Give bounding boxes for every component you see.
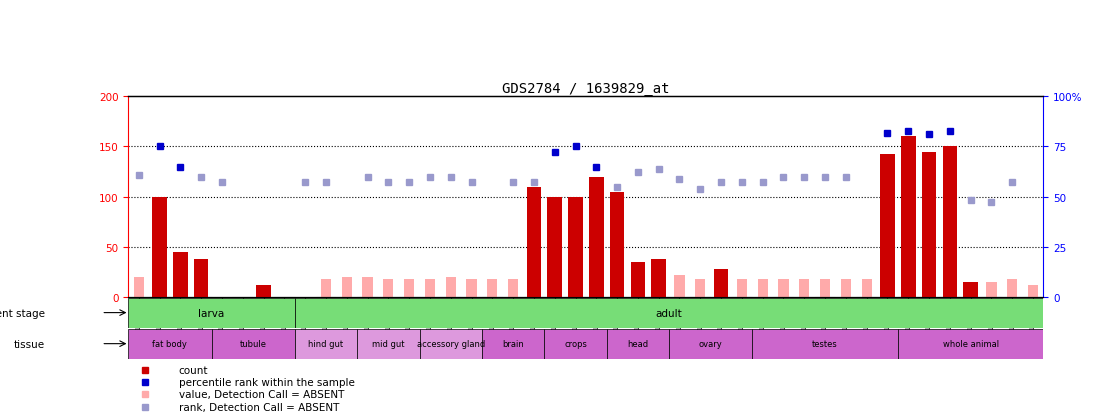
Bar: [737, 279, 747, 297]
Bar: [445, 278, 455, 297]
Text: count: count: [179, 365, 208, 375]
Bar: [420, 329, 482, 358]
Text: tissue: tissue: [15, 339, 45, 349]
Text: ovary: ovary: [699, 339, 722, 348]
Bar: [320, 279, 331, 297]
Text: fat body: fat body: [153, 339, 187, 348]
Bar: [752, 329, 898, 358]
Text: rank, Detection Call = ABSENT: rank, Detection Call = ABSENT: [179, 402, 339, 412]
Bar: [425, 279, 435, 297]
Text: head: head: [627, 339, 648, 348]
Bar: [963, 282, 978, 297]
Bar: [820, 279, 830, 297]
Bar: [257, 285, 271, 297]
Title: GDS2784 / 1639829_at: GDS2784 / 1639829_at: [502, 82, 670, 96]
Bar: [128, 298, 295, 328]
Bar: [633, 282, 643, 297]
Text: accessory gland: accessory gland: [416, 339, 484, 348]
Bar: [488, 279, 498, 297]
Bar: [548, 197, 562, 297]
Bar: [695, 279, 705, 297]
Bar: [341, 278, 352, 297]
Bar: [152, 197, 166, 297]
Bar: [674, 275, 684, 297]
Text: brain: brain: [502, 339, 525, 348]
Bar: [508, 279, 518, 297]
Bar: [799, 279, 809, 297]
Bar: [714, 269, 729, 297]
Bar: [943, 147, 958, 297]
Bar: [716, 279, 727, 297]
Text: crops: crops: [564, 339, 587, 348]
Text: larva: larva: [199, 308, 224, 318]
Bar: [527, 187, 541, 297]
Bar: [758, 279, 768, 297]
Bar: [589, 177, 604, 297]
Text: percentile rank within the sample: percentile rank within the sample: [179, 377, 355, 387]
Bar: [482, 329, 545, 358]
Bar: [840, 279, 852, 297]
Bar: [1028, 285, 1038, 297]
Bar: [922, 152, 936, 297]
Text: mid gut: mid gut: [372, 339, 405, 348]
Bar: [862, 279, 872, 297]
Bar: [568, 197, 583, 297]
Bar: [607, 329, 670, 358]
Text: development stage: development stage: [0, 308, 45, 318]
Bar: [778, 279, 789, 297]
Bar: [609, 192, 624, 297]
Bar: [128, 329, 212, 358]
Bar: [1007, 279, 1018, 297]
Bar: [881, 154, 895, 297]
Bar: [901, 137, 915, 297]
Text: value, Detection Call = ABSENT: value, Detection Call = ABSENT: [179, 389, 344, 399]
Bar: [173, 252, 187, 297]
Text: tubule: tubule: [240, 339, 267, 348]
Bar: [295, 298, 1043, 328]
Bar: [212, 329, 295, 358]
Text: hind gut: hind gut: [308, 339, 344, 348]
Bar: [383, 279, 394, 297]
Bar: [545, 329, 607, 358]
Bar: [357, 329, 420, 358]
Bar: [194, 259, 209, 297]
Bar: [652, 259, 666, 297]
Bar: [404, 279, 414, 297]
Bar: [987, 282, 997, 297]
Bar: [670, 329, 752, 358]
Bar: [631, 262, 645, 297]
Text: testes: testes: [812, 339, 838, 348]
Text: whole animal: whole animal: [943, 339, 999, 348]
Bar: [363, 278, 373, 297]
Bar: [898, 329, 1043, 358]
Text: adult: adult: [656, 308, 683, 318]
Bar: [134, 278, 144, 297]
Bar: [466, 279, 477, 297]
Bar: [295, 329, 357, 358]
